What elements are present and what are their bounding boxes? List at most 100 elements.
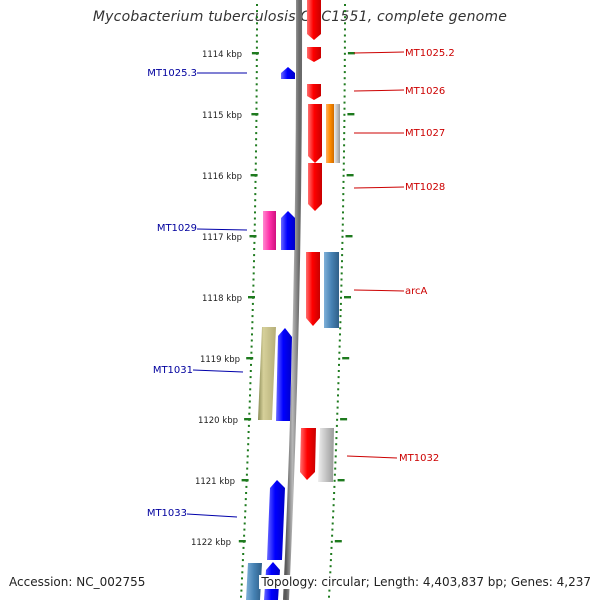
- ruler-dot: [255, 101, 258, 104]
- gene-label-mt1031[interactable]: MT1031: [153, 365, 193, 376]
- ruler-dot: [335, 424, 338, 427]
- ruler-dot: [342, 180, 345, 183]
- ruler-tick: [344, 296, 351, 299]
- gene-feature-blue-1031[interactable]: [276, 328, 292, 421]
- gene-label-mt1026[interactable]: MT1026: [405, 86, 445, 97]
- ruler-dot: [344, 4, 346, 6]
- gene-label-arca[interactable]: arcA: [405, 286, 428, 297]
- ruler-dot: [339, 315, 342, 318]
- ruler-dot: [340, 272, 343, 275]
- ruler-dot: [344, 28, 346, 31]
- ruler-dot: [253, 223, 256, 226]
- ruler-tick: [334, 540, 342, 543]
- gene-feature-mt1033[interactable]: [267, 480, 285, 560]
- ruler-dot: [344, 10, 346, 13]
- ruler-dot: [330, 553, 333, 555]
- ruler-dot: [338, 351, 341, 354]
- gene-feature-mt1029[interactable]: [263, 211, 276, 250]
- gene-feature-arca[interactable]: [306, 252, 320, 326]
- gene-feature-blue-1029[interactable]: [281, 211, 295, 250]
- tick-label-1118: 1118 kbp: [202, 294, 242, 304]
- ruler-dot: [334, 449, 337, 452]
- gene-feature-mt1032[interactable]: [318, 428, 334, 482]
- ruler-tick: [244, 418, 252, 421]
- ruler-dot: [240, 595, 242, 598]
- ruler-dot: [343, 95, 346, 98]
- ruler-dot: [241, 559, 244, 562]
- gene-feature-bottom-steel[interactable]: [246, 563, 262, 600]
- ruler-dot: [255, 77, 258, 80]
- ruler-dot: [330, 546, 333, 549]
- ruler-dot: [256, 4, 258, 6]
- ruler-tick: [342, 357, 350, 360]
- ruler-dot: [331, 528, 334, 531]
- ruler-dot: [343, 40, 346, 43]
- ruler-dot: [252, 278, 255, 281]
- gene-label-mt1028[interactable]: MT1028: [405, 182, 445, 193]
- gene-feature-steel[interactable]: [324, 252, 339, 328]
- ruler-dot: [250, 339, 253, 342]
- ruler-dot: [343, 83, 346, 86]
- ruler-dot: [332, 498, 335, 501]
- ruler-dot: [341, 254, 344, 257]
- ruler-dot: [335, 437, 338, 440]
- ruler-dot: [246, 467, 249, 470]
- label-leader-lines: [186, 51, 405, 518]
- ruler-dot: [337, 376, 340, 379]
- ruler-dot: [251, 302, 254, 305]
- ruler-dot: [249, 394, 251, 397]
- ruler-dot: [330, 540, 333, 543]
- ruler-dot: [339, 309, 342, 311]
- gene-label-mt1025-3[interactable]: MT1025.3: [147, 68, 197, 79]
- ruler-dot: [246, 449, 249, 452]
- ruler-dot: [338, 339, 341, 342]
- ruler-dot: [245, 485, 248, 488]
- ruler-tick: [238, 540, 246, 543]
- gene-feature-mt1031[interactable]: [258, 327, 276, 420]
- ruler-tick: [248, 296, 255, 299]
- gene-features-forward: [246, 67, 295, 600]
- gene-feature-gray[interactable]: [334, 104, 340, 163]
- ruler-dot: [343, 71, 346, 74]
- gene-label-mt1027[interactable]: MT1027: [405, 128, 445, 139]
- chromosome-backbone: [283, 0, 303, 600]
- ruler-dot: [340, 284, 343, 287]
- tick-label-1121: 1121 kbp: [195, 477, 235, 487]
- ruler-dot: [255, 71, 258, 74]
- ruler-dot: [337, 382, 340, 385]
- ruler-dot: [255, 40, 258, 43]
- gene-label-mt1029[interactable]: MT1029: [157, 223, 197, 234]
- ruler-dot: [254, 180, 257, 183]
- ruler-dot: [251, 327, 254, 330]
- gene-feature[interactable]: [307, 0, 321, 40]
- ruler-dot: [256, 28, 258, 31]
- gene-feature-mt1028[interactable]: [308, 163, 322, 211]
- ruler-dot: [339, 302, 342, 305]
- ruler-dot: [336, 418, 339, 421]
- ruler-dot: [342, 187, 345, 189]
- ruler-tick: [337, 479, 345, 482]
- gene-label-mt1033[interactable]: MT1033: [147, 508, 187, 519]
- ruler-dot: [342, 162, 345, 165]
- gene-label-mt1032[interactable]: MT1032: [399, 453, 439, 464]
- ruler-dot: [255, 132, 258, 135]
- gene-label-mt1025-2[interactable]: MT1025.2: [405, 48, 455, 59]
- ruler-dot: [342, 174, 345, 177]
- ruler-dot: [244, 504, 247, 507]
- ruler-dot: [240, 589, 243, 592]
- genome-info-text: Topology: circular; Length: 4,403,837 bp…: [259, 575, 591, 589]
- ruler-dot: [252, 284, 255, 287]
- ruler-dot: [254, 162, 257, 165]
- gene-feature-mt1026[interactable]: [307, 84, 321, 100]
- ruler-dot: [248, 400, 251, 403]
- gene-feature-mt1025-3[interactable]: [281, 67, 295, 79]
- ruler-tick: [340, 418, 348, 421]
- gene-feature-mt1027[interactable]: [308, 104, 322, 163]
- gene-feature-orange[interactable]: [326, 104, 334, 163]
- ruler-tick: [241, 479, 249, 482]
- ruler-dot: [342, 193, 345, 196]
- ruler-dot: [343, 65, 346, 67]
- gene-feature-mt1025-2[interactable]: [307, 47, 321, 62]
- tick-label-1122: 1122 kbp: [191, 538, 231, 548]
- gene-feature-mt1032-red[interactable]: [300, 428, 316, 480]
